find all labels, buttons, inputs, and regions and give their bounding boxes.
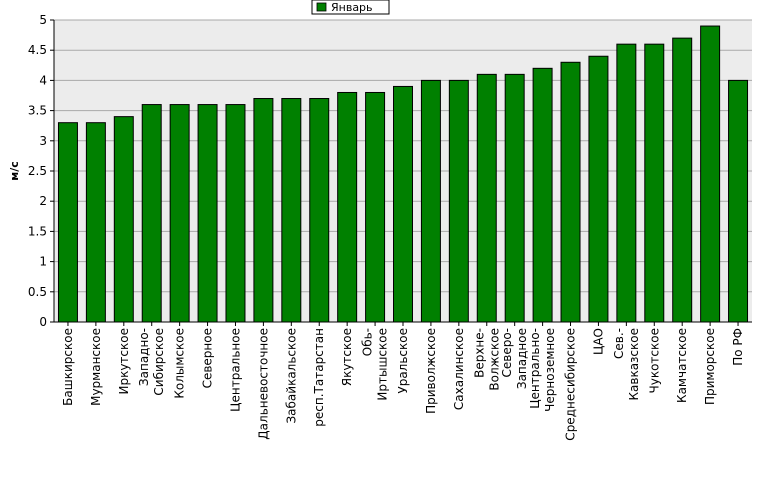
bar[interactable] bbox=[197, 104, 218, 323]
y-tick-label: 4.5 bbox=[28, 43, 47, 57]
bar[interactable] bbox=[644, 43, 665, 323]
x-category-label: ЦАО bbox=[591, 328, 605, 355]
x-category-label: Камчатское bbox=[675, 328, 689, 403]
bar[interactable] bbox=[253, 98, 274, 323]
bar[interactable] bbox=[672, 37, 693, 323]
bar[interactable] bbox=[281, 98, 302, 323]
bar[interactable] bbox=[365, 91, 386, 323]
bar[interactable] bbox=[337, 91, 358, 323]
x-category-label: Западное bbox=[515, 328, 529, 389]
x-category-label: Уральское bbox=[396, 328, 410, 394]
x-category-label: Обь- bbox=[361, 328, 375, 356]
y-tick-label: 1.5 bbox=[28, 224, 47, 238]
y-tick-label: 3.5 bbox=[28, 104, 47, 118]
y-axis-title: м/с bbox=[8, 161, 21, 181]
bar[interactable] bbox=[393, 85, 413, 323]
x-category-label: Колымское bbox=[173, 328, 187, 399]
x-category-label: Приморское bbox=[703, 328, 717, 405]
y-tick-label: 2 bbox=[39, 194, 47, 208]
x-category-label: Дальневосточное bbox=[256, 328, 270, 440]
legend-box bbox=[311, 0, 390, 15]
legend-label: Январь bbox=[331, 1, 373, 14]
x-category-label: Башкирское bbox=[61, 328, 75, 406]
x-category-label: Сев.- bbox=[612, 328, 626, 359]
bar[interactable] bbox=[560, 61, 581, 323]
y-tick-label: 4 bbox=[39, 73, 47, 87]
x-category-label: Иркутское bbox=[117, 328, 131, 395]
y-tick-label: 1 bbox=[39, 255, 47, 269]
bar[interactable] bbox=[728, 79, 749, 323]
x-category-label: Северное bbox=[201, 328, 215, 388]
y-tick-label: 0 bbox=[39, 315, 47, 329]
bar[interactable] bbox=[448, 79, 469, 323]
bar[interactable] bbox=[113, 116, 134, 323]
bar[interactable] bbox=[85, 122, 106, 323]
bar[interactable] bbox=[141, 104, 162, 323]
x-category-label: Северо- bbox=[500, 328, 514, 378]
x-category-label: Иртышское bbox=[376, 328, 390, 401]
legend: Январь bbox=[311, 0, 390, 15]
bar[interactable] bbox=[420, 79, 441, 323]
x-category-label: Волжское bbox=[487, 328, 501, 391]
x-category-label: Западно- bbox=[137, 328, 151, 386]
x-category-label: респ.Татарстан bbox=[312, 328, 326, 427]
y-tick-label: 0.5 bbox=[28, 285, 47, 299]
y-tick-label: 3 bbox=[39, 134, 47, 148]
x-category-label: Приволжское bbox=[424, 328, 438, 414]
bar[interactable] bbox=[476, 73, 497, 323]
x-category-label: Забайкальское bbox=[284, 328, 298, 424]
x-category-label: Центральное bbox=[228, 328, 242, 412]
legend-swatch bbox=[316, 2, 327, 12]
bar[interactable] bbox=[588, 55, 609, 323]
x-category-label: Сибирское bbox=[152, 328, 166, 396]
x-category-label: Верхне- bbox=[472, 328, 486, 378]
y-tick-label: 5 bbox=[39, 13, 47, 27]
bar[interactable] bbox=[700, 25, 721, 323]
bar[interactable] bbox=[616, 43, 637, 323]
bar[interactable] bbox=[504, 73, 525, 323]
x-category-label: По РФ bbox=[731, 328, 745, 366]
bar[interactable] bbox=[309, 98, 330, 323]
bar[interactable] bbox=[225, 104, 246, 323]
x-category-label: Мурманское bbox=[89, 328, 103, 406]
x-category-label: Черноземное bbox=[543, 328, 557, 412]
x-category-label: Среднесибирское bbox=[564, 328, 578, 441]
x-category-label: Кавказское bbox=[627, 328, 641, 401]
bar[interactable] bbox=[169, 104, 190, 323]
x-category-label: Центрально- bbox=[528, 328, 542, 409]
x-category-label: Якутское bbox=[340, 328, 354, 386]
bar[interactable] bbox=[57, 122, 78, 323]
x-category-label: Сахалинское bbox=[452, 328, 466, 410]
bar[interactable] bbox=[532, 67, 553, 323]
y-tick-label: 2.5 bbox=[28, 164, 47, 178]
x-category-label: Чукотское bbox=[647, 328, 661, 393]
